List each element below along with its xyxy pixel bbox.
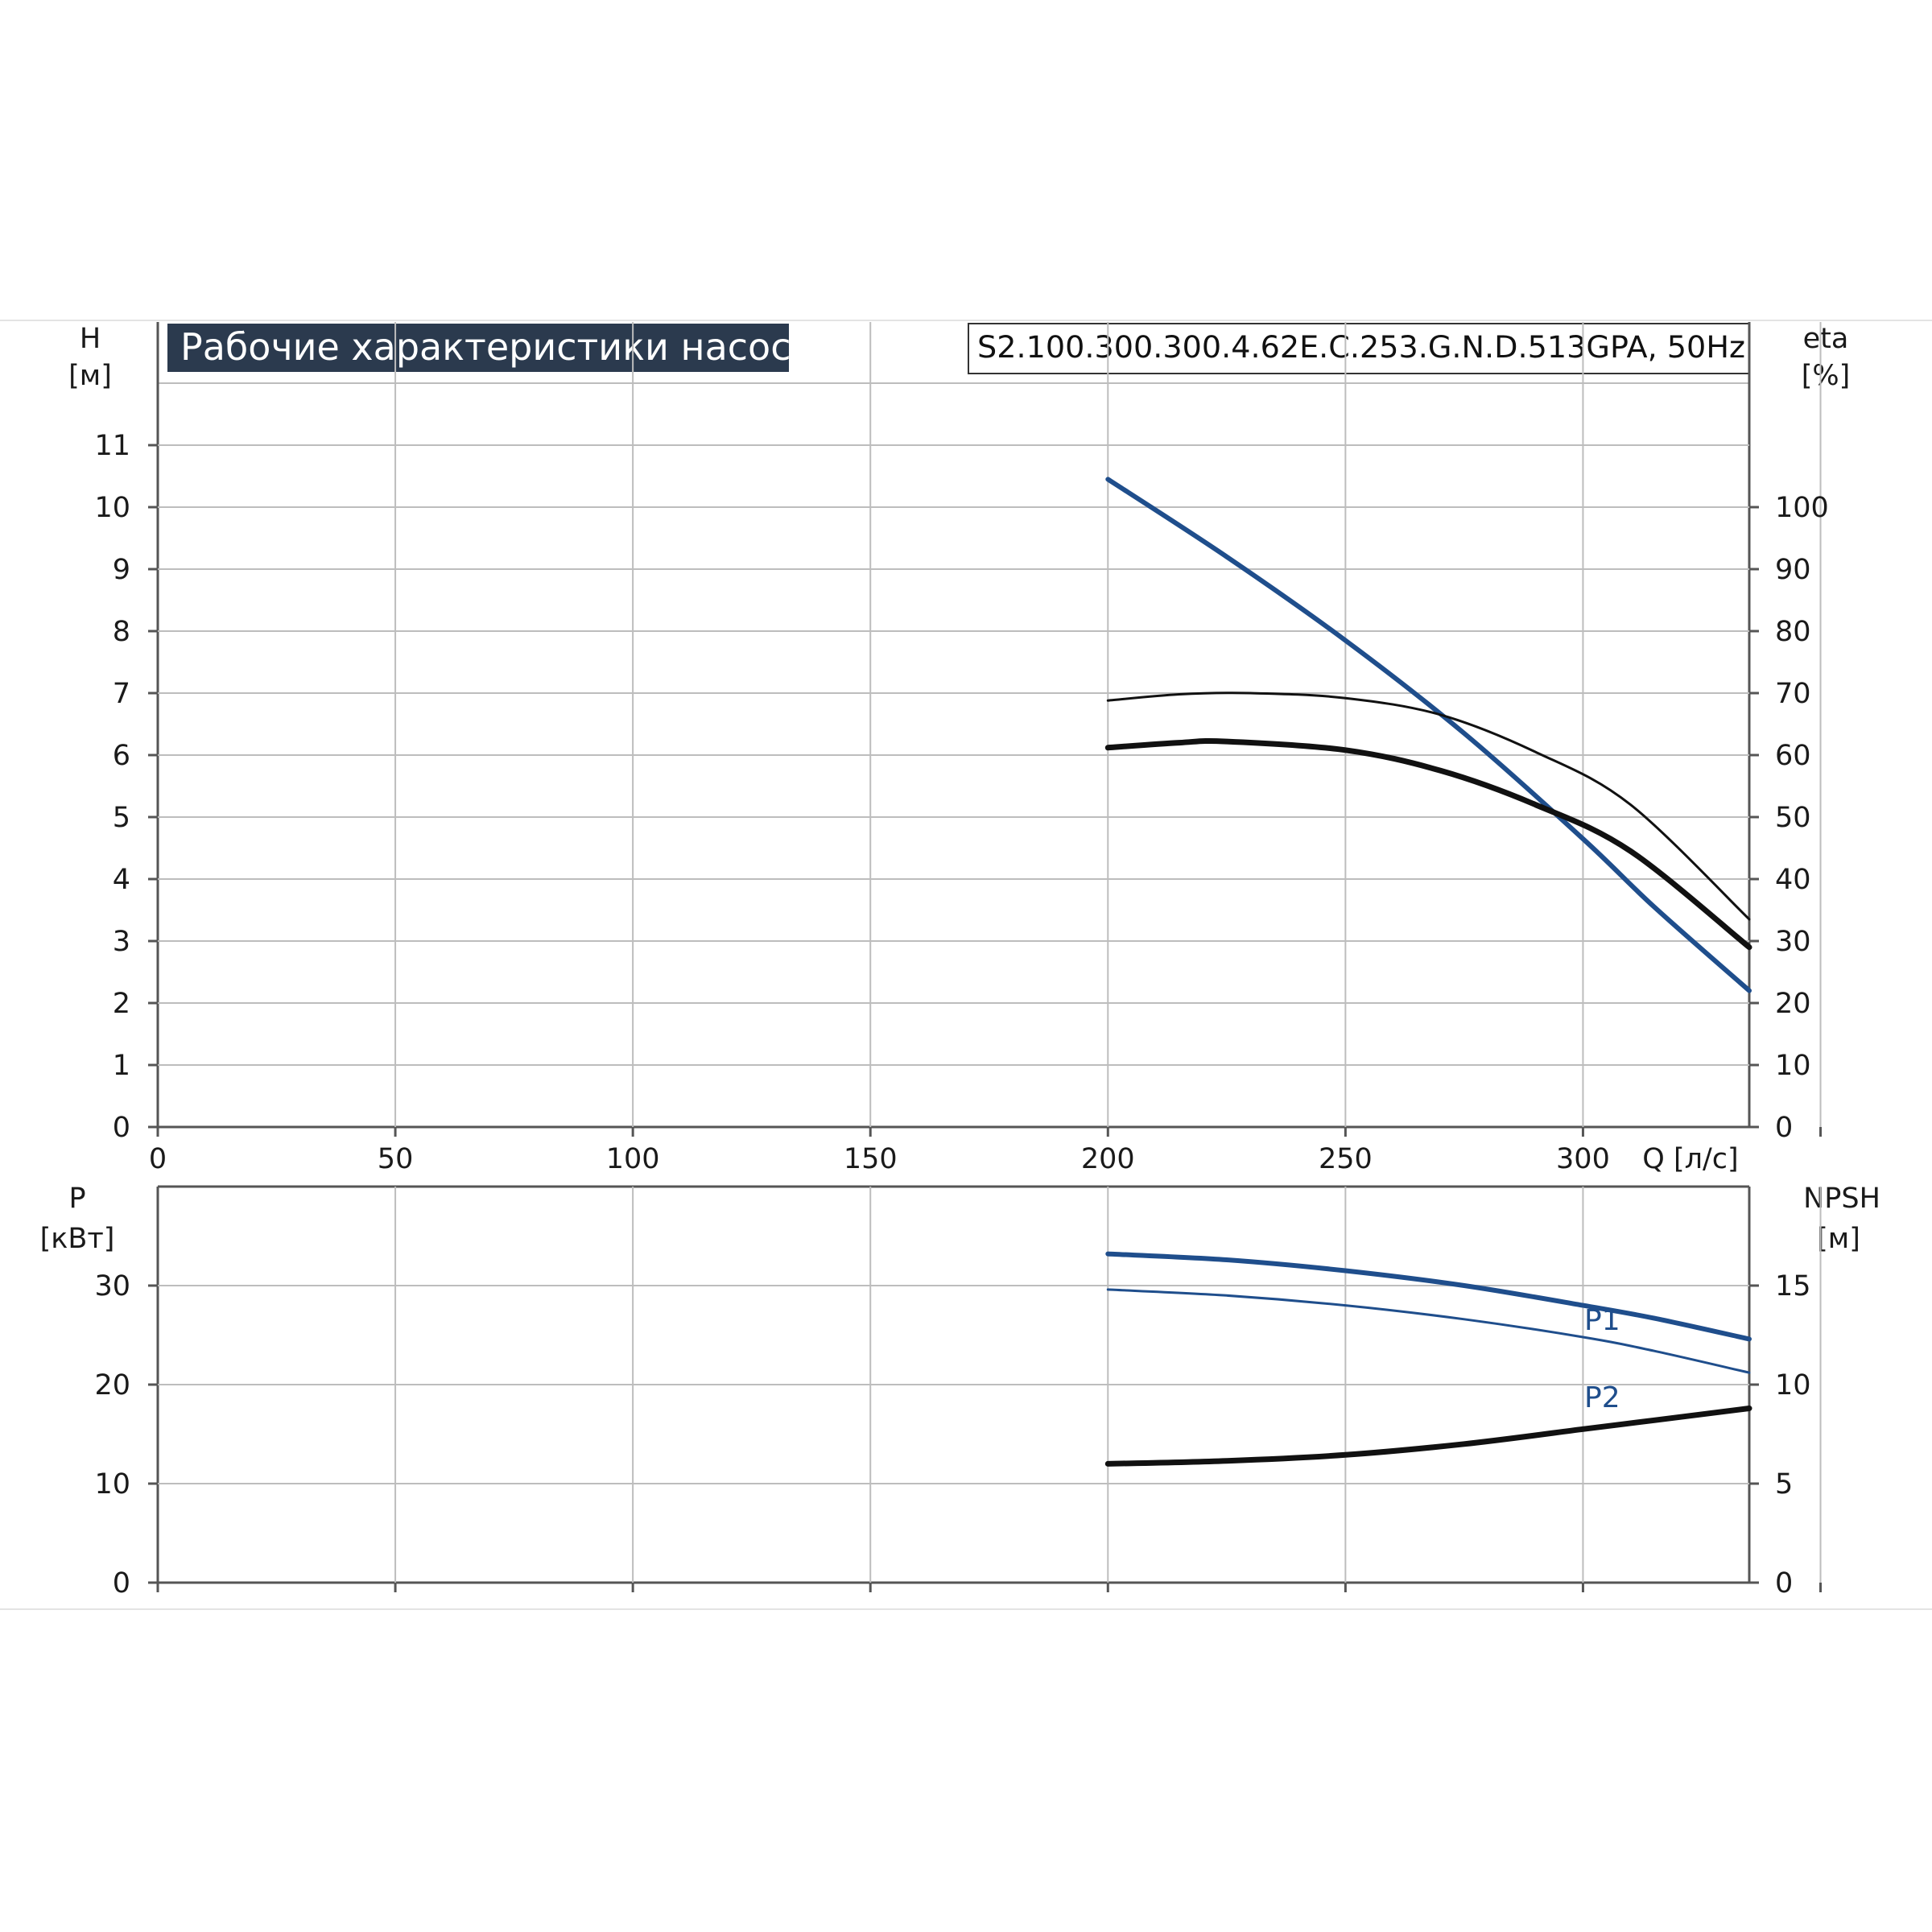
y-left-tick-label-0-7: 7 — [113, 678, 130, 710]
x-axis-label: Q [л/с] — [1642, 1143, 1738, 1175]
model-label-box — [968, 323, 1750, 374]
y-left-tick-label-0-10: 10 — [94, 492, 130, 524]
y-left-label-top-2: [м] — [68, 360, 112, 392]
y-right-tick-label-1-15: 15 — [1775, 1270, 1811, 1302]
x-tick-label-50: 50 — [378, 1143, 414, 1175]
x-tick-label-300: 300 — [1556, 1143, 1610, 1175]
y-left-tick-label-0-0: 0 — [113, 1112, 130, 1144]
series-p1-line — [1105, 1251, 1752, 1342]
y-right-tick-label-1-5: 5 — [1775, 1468, 1793, 1501]
series-npsh-line — [1104, 1406, 1752, 1467]
y-right-tick-label-0-20: 20 — [1775, 988, 1811, 1020]
series-eta-thin-line — [1106, 691, 1751, 921]
y-left-tick-label-0-6: 6 — [113, 740, 130, 772]
y-right-tick-label-1-0: 0 — [1775, 1567, 1793, 1600]
y-left-label-bottom-1: P — [68, 1183, 85, 1215]
chart-title: Рабочие характеристики насоса — [180, 325, 814, 369]
y-left-label-top-1: H — [80, 323, 101, 355]
y-left-tick-label-1-20: 20 — [94, 1369, 130, 1402]
y-right-tick-label-0-30: 30 — [1775, 926, 1811, 958]
series-p2-line — [1106, 1288, 1751, 1374]
series-h-line — [1105, 477, 1752, 993]
y-right-label-top-1: eta — [1803, 323, 1849, 355]
y-right-label-top-2: [%] — [1802, 360, 1851, 392]
chart-marks: 0 50 100 150 200 250 3000123456789101101020304… — [0, 320, 1932, 1610]
title-banner — [167, 324, 789, 372]
y-right-tick-label-0-90: 90 — [1775, 554, 1811, 586]
y-right-tick-label-0-60: 60 — [1775, 740, 1811, 772]
y-right-tick-label-0-100: 100 — [1775, 492, 1829, 524]
y-right-tick-label-0-70: 70 — [1775, 678, 1811, 710]
y-right-tick-label-0-40: 40 — [1775, 864, 1811, 896]
y-right-tick-label-0-50: 50 — [1775, 802, 1811, 834]
y-right-label-bottom-1: NPSH — [1803, 1183, 1880, 1215]
y-right-label-bottom-2: [м] — [1817, 1223, 1860, 1255]
y-left-tick-label-0-3: 3 — [113, 926, 130, 958]
y-right-tick-label-0-80: 80 — [1775, 616, 1811, 648]
y-left-tick-label-0-2: 2 — [113, 988, 130, 1020]
x-tick-label-200: 200 — [1081, 1143, 1135, 1175]
x-tick-label-150: 150 — [844, 1143, 898, 1175]
model-label: S2.100.300.300.4.62E.C.253.G.N.D.513GPA,… — [977, 330, 1745, 365]
y-left-label-bottom-2: [кВт] — [40, 1223, 115, 1255]
x-tick-label-0: 0 — [149, 1143, 167, 1175]
x-tick-label-250: 250 — [1319, 1143, 1373, 1175]
y-left-tick-label-0-1: 1 — [113, 1050, 130, 1082]
y-left-tick-label-0-4: 4 — [113, 864, 130, 896]
y-left-tick-label-0-5: 5 — [113, 802, 130, 834]
y-right-tick-label-0-0: 0 — [1775, 1112, 1793, 1144]
curve-label-p2: P2 — [1584, 1381, 1620, 1414]
y-right-tick-label-1-10: 10 — [1775, 1369, 1811, 1402]
y-left-tick-label-1-0: 0 — [113, 1567, 130, 1600]
y-left-tick-label-0-9: 9 — [113, 554, 130, 586]
y-left-tick-label-1-10: 10 — [94, 1468, 130, 1501]
y-left-tick-label-0-8: 8 — [113, 616, 130, 648]
y-left-tick-label-1-30: 30 — [94, 1270, 130, 1302]
series-eta-thick-line — [1104, 737, 1752, 951]
x-tick-label-100: 100 — [606, 1143, 660, 1175]
y-right-tick-label-0-10: 10 — [1775, 1050, 1811, 1082]
y-left-tick-label-0-11: 11 — [94, 430, 130, 462]
